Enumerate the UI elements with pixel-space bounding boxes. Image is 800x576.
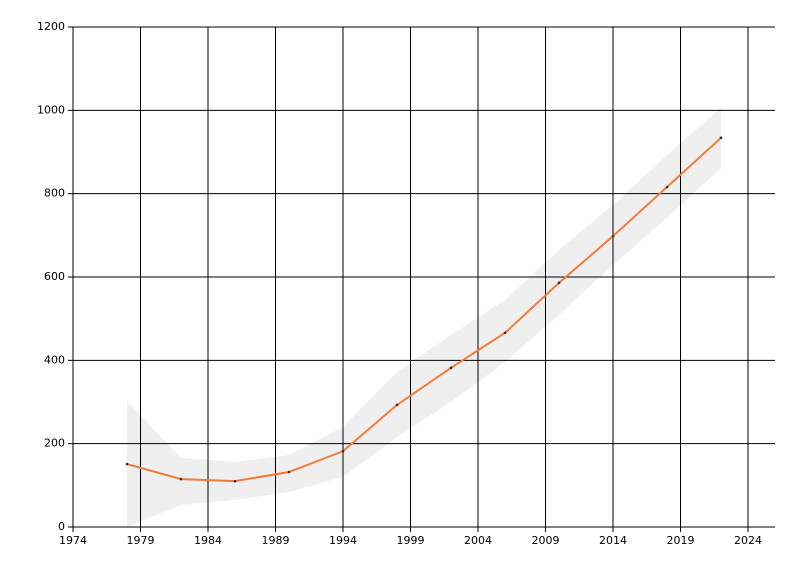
point	[395, 403, 399, 407]
x-tick-label: 1974	[59, 534, 87, 547]
y-tick-label: 1000	[37, 103, 65, 116]
y-tick-label: 800	[44, 187, 65, 200]
confidence-band	[127, 107, 721, 527]
x-tick-label: 1989	[262, 534, 290, 547]
x-tick-label: 2019	[667, 534, 695, 547]
point	[179, 477, 183, 481]
x-tick-label: 2004	[464, 534, 492, 547]
point	[287, 470, 291, 474]
line	[126, 137, 722, 483]
point	[341, 449, 345, 453]
x-tick-label: 1994	[329, 534, 357, 547]
x-tick-label: 2024	[734, 534, 762, 547]
point	[449, 366, 453, 370]
point	[233, 479, 237, 483]
x-tick-label: 1999	[397, 534, 425, 547]
x-tick-label: 2009	[532, 534, 560, 547]
point	[125, 462, 129, 466]
point	[611, 234, 615, 238]
y-tick-label: 1200	[37, 20, 65, 33]
y-tick-label: 400	[44, 353, 65, 366]
x-tick-label: 2014	[599, 534, 627, 547]
point	[557, 281, 561, 285]
y-tick-label: 600	[44, 270, 65, 283]
y-tick-label: 0	[58, 520, 65, 533]
point	[665, 185, 669, 189]
x-tick-label: 1979	[127, 534, 155, 547]
point	[503, 331, 507, 335]
y-tick-label: 200	[44, 437, 65, 450]
x-tick-label: 1984	[194, 534, 222, 547]
point	[719, 136, 723, 140]
